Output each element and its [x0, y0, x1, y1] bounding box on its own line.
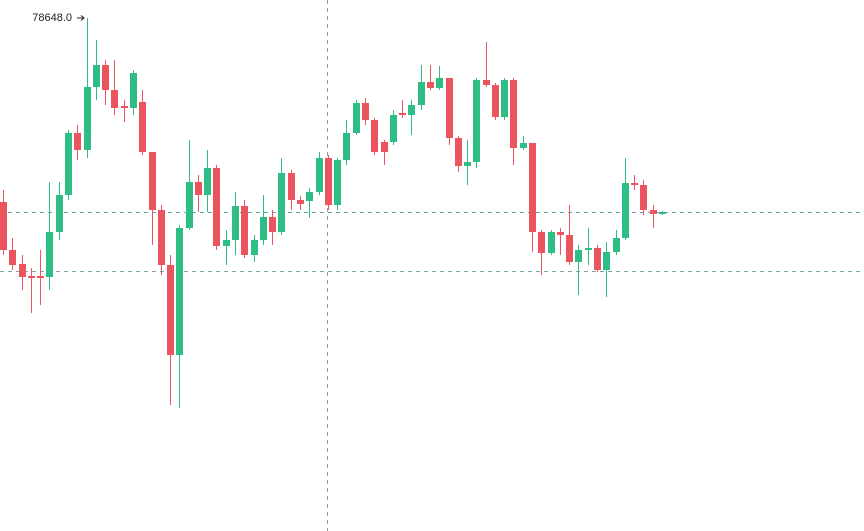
candle-body — [390, 115, 397, 142]
candle-body — [520, 143, 527, 148]
candle-body — [408, 105, 415, 115]
candle-body — [613, 238, 620, 252]
candle-body — [176, 228, 183, 355]
candle-body — [251, 240, 258, 255]
candle-body — [19, 264, 26, 277]
candle-body — [659, 212, 666, 214]
high-arrow — [77, 15, 85, 21]
candle-body — [37, 276, 44, 278]
candle-body — [316, 158, 323, 192]
candle-body — [594, 248, 601, 270]
candle-body — [381, 142, 388, 152]
candle-body — [297, 200, 304, 204]
candle-body — [436, 78, 443, 88]
candle-body — [56, 195, 63, 232]
candle-body — [84, 87, 91, 150]
candle-body — [102, 65, 109, 90]
candle-body — [501, 80, 508, 117]
candle-body — [538, 232, 545, 253]
candle-body — [288, 173, 295, 200]
candle-body — [186, 182, 193, 228]
price-lines — [0, 212, 864, 272]
candle-body — [269, 217, 276, 232]
candle-body — [464, 162, 471, 166]
candle-body — [575, 250, 582, 262]
candle-body — [0, 202, 7, 250]
candle-body — [362, 103, 369, 120]
candle-body — [139, 102, 146, 152]
candle-body — [631, 183, 638, 185]
candle-body — [28, 276, 35, 278]
candle-body — [195, 182, 202, 195]
candle-body — [585, 248, 592, 250]
candle-body — [343, 133, 350, 160]
candle-body — [46, 232, 53, 277]
candle-body — [278, 173, 285, 232]
candle-body — [130, 73, 137, 108]
candle-body — [510, 80, 517, 148]
candle-body — [483, 80, 490, 85]
candle-body — [213, 168, 220, 246]
candle-body — [640, 185, 647, 210]
candle-body — [158, 210, 165, 265]
candle-body — [622, 183, 629, 238]
candle-body — [74, 133, 81, 150]
candle-body — [241, 206, 248, 255]
candle-body — [455, 138, 462, 166]
candle-body — [334, 160, 341, 205]
candle-body — [399, 113, 406, 115]
high-label: 78648.0 — [32, 12, 72, 24]
candles — [0, 18, 666, 408]
candle-body — [371, 120, 378, 152]
candle-body — [121, 106, 128, 108]
candle-body — [167, 265, 174, 355]
candle-body — [353, 103, 360, 133]
candle-body — [93, 65, 100, 87]
candle-body — [111, 90, 118, 108]
candle-body — [557, 232, 564, 235]
candle-body — [223, 240, 230, 246]
candle-body — [473, 80, 480, 162]
candle-body — [232, 206, 239, 240]
candle-body — [260, 217, 267, 240]
candle-body — [566, 235, 573, 262]
candle-body — [65, 133, 72, 195]
candle-body — [306, 192, 313, 201]
candle-body — [603, 252, 610, 270]
candle-body — [492, 85, 499, 117]
candle-body — [418, 82, 425, 105]
candle-body — [529, 143, 536, 232]
candle-body — [149, 152, 156, 210]
candle-body — [548, 232, 555, 253]
candle-body — [446, 78, 453, 138]
candle-body — [9, 250, 16, 265]
candle-body — [650, 210, 657, 214]
candle-body — [204, 168, 211, 195]
candle-body — [325, 158, 332, 205]
candle-body — [427, 82, 434, 88]
